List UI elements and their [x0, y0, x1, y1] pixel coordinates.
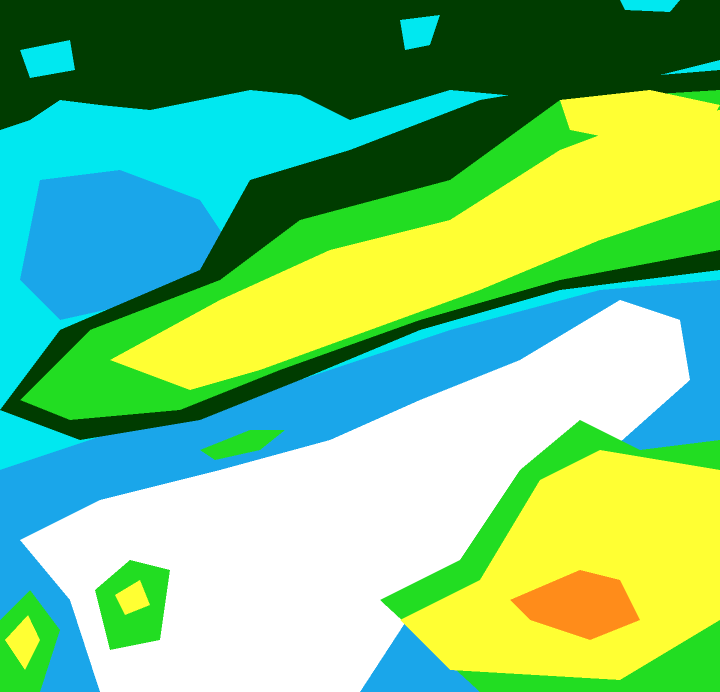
yellow-spot-left	[115, 580, 150, 615]
yellow-band	[110, 110, 720, 390]
yellow-blob-bottom-right	[400, 450, 720, 680]
orange-core	[510, 570, 640, 640]
cyan-speck	[20, 40, 75, 78]
cyan-speck	[400, 15, 440, 50]
yellow-spot-bottom-left	[5, 615, 40, 670]
cyan-speck	[620, 0, 680, 12]
white-region	[20, 300, 690, 692]
yellow-upper-right	[560, 90, 720, 140]
green-streak	[200, 430, 285, 460]
